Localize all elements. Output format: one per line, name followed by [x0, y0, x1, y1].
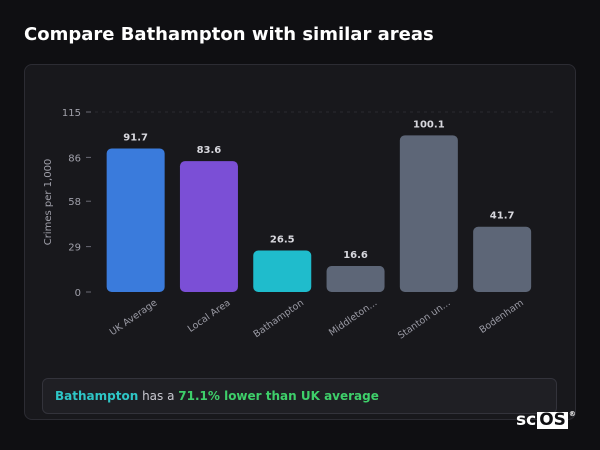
y-tick-label: 86	[68, 153, 81, 164]
bar-value-label: 91.7	[123, 132, 148, 143]
x-tick-label: Middleton...	[327, 297, 379, 338]
y-axis-label: Crimes per 1,000	[43, 159, 54, 246]
x-tick-label: Bodenham	[478, 297, 526, 335]
y-tick-label: 115	[62, 108, 81, 119]
y-tick-label: 29	[68, 243, 81, 254]
summary-connector-text: has a	[138, 389, 179, 403]
x-tick-label: Stanton un...	[396, 297, 453, 341]
bar	[106, 148, 165, 292]
comparison-chart-card: 0 29 58 86 115 Crimes per 1,000 91.7 UK Average…	[24, 64, 576, 420]
bar	[399, 135, 458, 292]
scos-logo: sc OS ®	[516, 410, 576, 430]
bar-value-label: 16.6	[343, 250, 368, 261]
y-tick-label: 0	[75, 288, 81, 299]
x-tick-label: UK Average	[108, 297, 160, 338]
logo-text: sc	[516, 410, 537, 430]
x-tick-label: Bathampton	[252, 297, 306, 340]
bar-value-label: 100.1	[413, 119, 445, 130]
logo-box-text: OS	[537, 409, 568, 430]
bar	[473, 226, 532, 292]
summary-stat: 71.1% lower than UK average	[178, 389, 379, 403]
x-tick-label: Local Area	[186, 297, 233, 334]
bar-chart: 0 29 58 86 115 Crimes per 1,000 91.7 UK Average…	[43, 108, 555, 342]
page-title: Compare Bathampton with similar areas	[24, 24, 434, 45]
bar-value-label: 26.5	[270, 235, 295, 246]
summary-area-name: Bathampton	[55, 389, 139, 403]
y-tick-label: 58	[68, 197, 81, 208]
bar	[253, 250, 312, 292]
bar	[326, 266, 385, 292]
bar-value-label: 41.7	[490, 211, 515, 222]
bar	[179, 161, 238, 292]
summary-statement: Bathampton has a 71.1% lower than UK ave…	[42, 378, 557, 414]
logo-registered-mark: ®	[568, 410, 576, 418]
bar-value-label: 83.6	[197, 145, 222, 156]
